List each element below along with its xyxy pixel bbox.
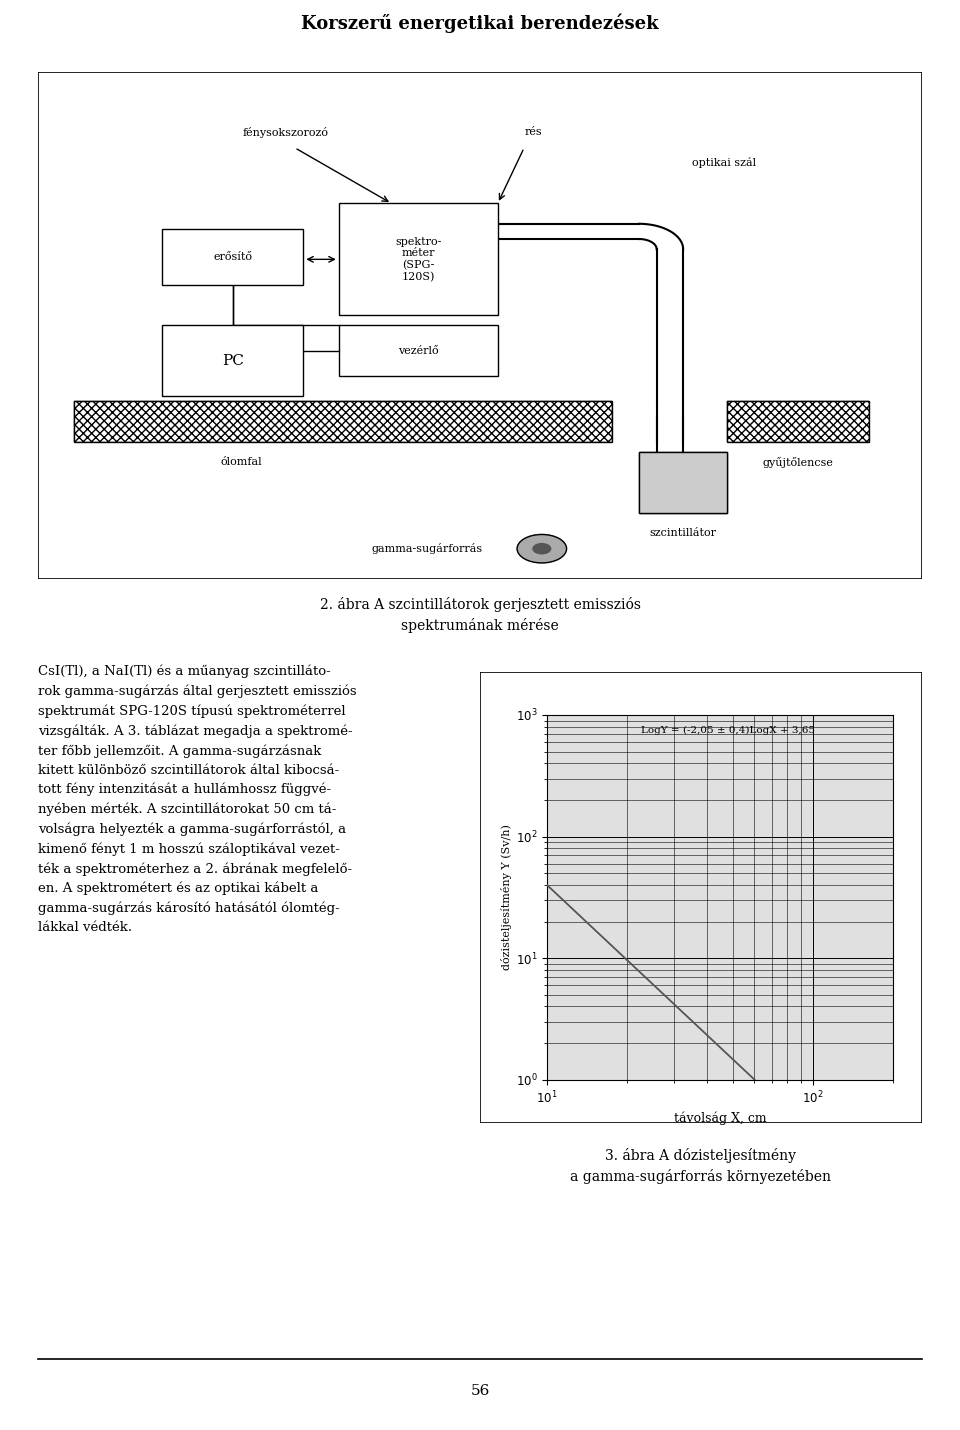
Bar [162, 326, 303, 396]
Text: szcintillátor: szcintillátor [652, 478, 714, 488]
Text: PC: PC [222, 353, 244, 368]
Bar [639, 452, 728, 513]
Bar [728, 402, 869, 442]
Bar [339, 203, 497, 315]
Text: szcintillátor: szcintillátor [650, 529, 716, 539]
Text: 2. ábra A szcintillátorok gerjesztett emissziós
spektrumának mérése: 2. ábra A szcintillátorok gerjesztett em… [320, 596, 640, 633]
Text: fénysokszorozó: fénysokszorozó [243, 127, 328, 137]
Text: erősítő: erősítő [213, 252, 252, 262]
X-axis label: távolság X, cm: távolság X, cm [674, 1111, 766, 1125]
Bar [162, 229, 303, 285]
Text: optikai szál: optikai szál [692, 157, 756, 169]
Text: ólomfal: ólomfal [221, 458, 262, 468]
Bar [652, 402, 687, 442]
Text: vezérlő: vezérlő [397, 346, 439, 356]
Y-axis label: dózisteljesítmény Y (Sv/h): dózisteljesítmény Y (Sv/h) [500, 824, 512, 971]
Circle shape [533, 543, 551, 553]
Text: 3. ábra A dózisteljesítmény
a gamma-sugárforrás környezetében: 3. ábra A dózisteljesítmény a gamma-sugá… [570, 1148, 831, 1184]
Bar [339, 326, 497, 376]
Bar [74, 402, 612, 442]
Text: spektro-
méter
(SPG-
120S): spektro- méter (SPG- 120S) [395, 236, 442, 282]
Text: 56: 56 [470, 1384, 490, 1397]
Bar [728, 402, 869, 442]
Text: CsI(Tl), a NaI(Tl) és a műanyag szcintilláto-
rok gamma-sugárzás által gerjeszte: CsI(Tl), a NaI(Tl) és a műanyag szcintil… [38, 665, 357, 934]
Bar [74, 402, 612, 442]
Text: gyűjtőlencse: gyűjtőlencse [762, 456, 833, 468]
Circle shape [517, 535, 566, 563]
Text: LogY = (-2,05 ± 0,4)LogX + 3,65: LogY = (-2,05 ± 0,4)LogX + 3,65 [640, 726, 814, 735]
Text: Korszerű energetikai berendezések: Korszerű energetikai berendezések [301, 13, 659, 33]
Bar [639, 452, 728, 513]
Text: rés: rés [524, 127, 541, 137]
Text: gamma-sugárforrás: gamma-sugárforrás [372, 543, 483, 555]
